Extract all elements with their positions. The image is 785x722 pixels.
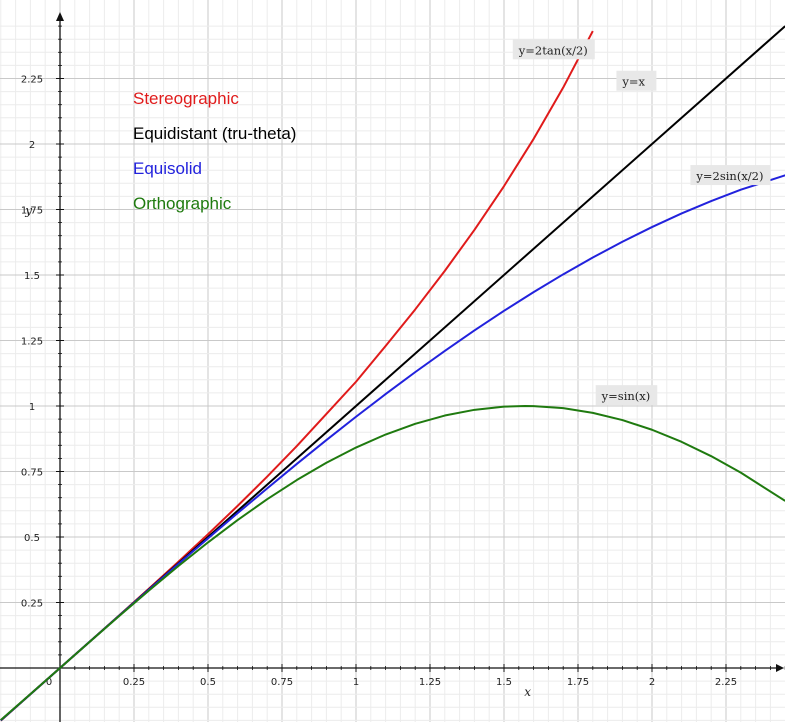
y-tick-label: 2.25: [21, 75, 43, 86]
equation-label: y=2tan(x/2): [512, 39, 595, 60]
y-tick-label: 1: [29, 402, 35, 413]
legend-entry: Orthographic: [133, 194, 232, 213]
x-tick-label: 1.75: [567, 677, 589, 688]
legend-entry: Stereographic: [133, 89, 239, 108]
legend-entry: Equisolid: [133, 159, 202, 178]
x-tick-label: 0: [46, 677, 52, 688]
x-tick-label: 2.25: [715, 677, 737, 688]
x-axis-label: x: [524, 685, 531, 699]
series-line: [0, 405, 785, 721]
x-tick-label: 2: [649, 677, 655, 688]
equation-labels: y=2tan(x/2) y=x y=2sin(x/2) y=sin(x): [512, 39, 771, 406]
x-tick-label: 0.5: [200, 677, 216, 688]
x-tick-label: 1.5: [496, 677, 512, 688]
legend: Stereographic Equidistant (tru-theta) Equi…: [133, 89, 296, 213]
equation-label-box: [595, 385, 658, 406]
equation-label-box: [512, 39, 595, 60]
x-tick-label: 0.25: [123, 677, 145, 688]
y-tick-label: 1.25: [21, 337, 43, 348]
y-tick-label: 0.75: [21, 468, 43, 479]
tick-labels: 0 0.25 0.5 0.75 1 1.25 1.5 1.75 2 2.25 0.25 0.5 0.75…: [21, 75, 737, 700]
y-tick-label: 2: [29, 140, 35, 151]
y-tick-label: 1.75: [21, 206, 43, 217]
equation-label-text: y=x: [621, 75, 645, 89]
x-tick-label: 1.25: [419, 677, 441, 688]
equation-label: y=2sin(x/2): [690, 165, 771, 186]
y-axis-label: y: [24, 204, 32, 218]
y-tick-label: 0.5: [24, 533, 40, 544]
x-axis-arrow: [776, 664, 784, 672]
series-lines: [0, 25, 785, 722]
equation-label-text: y=2tan(x/2): [518, 43, 588, 57]
series-line: [0, 174, 785, 722]
equation-label-text: y=sin(x): [601, 389, 651, 403]
equation-label: y=sin(x): [595, 385, 658, 406]
equation-label-text: y=2sin(x/2): [695, 169, 763, 183]
x-tick-label: 1: [353, 677, 359, 688]
legend-entry: Equidistant (tru-theta): [133, 124, 296, 143]
equation-label: y=x: [616, 70, 657, 91]
equation-label-box: [616, 70, 657, 91]
axes: [0, 12, 785, 722]
equation-label-box: [690, 165, 771, 186]
x-tick-label: 0.75: [271, 677, 293, 688]
y-tick-label: 1.5: [24, 271, 40, 282]
y-tick-label: 0.25: [21, 599, 43, 610]
y-axis-arrow: [56, 12, 64, 21]
